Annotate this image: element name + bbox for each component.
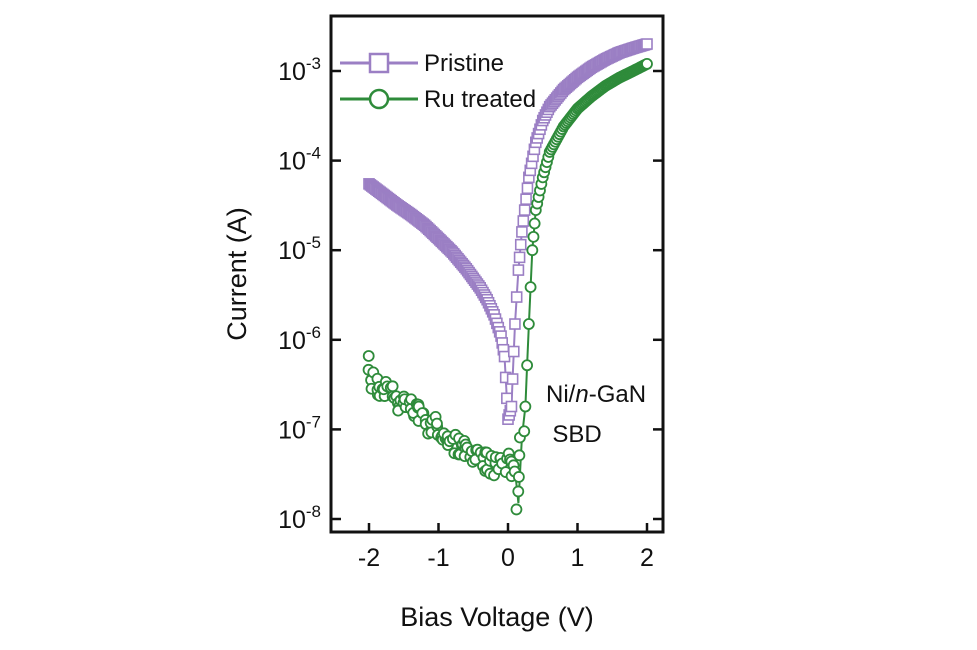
x-tick-label: -1 <box>427 544 449 572</box>
data-point <box>512 471 525 483</box>
y-axis-label: Current (A) <box>222 207 252 341</box>
data-point <box>528 217 541 230</box>
y-tick-label: 10-7 <box>278 412 321 444</box>
data-point <box>524 281 537 294</box>
y-tick-base: 10 <box>278 58 306 86</box>
data-point <box>521 359 534 372</box>
series-pristine <box>363 38 653 425</box>
y-tick-base: 10 <box>278 237 306 265</box>
data-point <box>641 38 653 50</box>
x-tick-label: -2 <box>358 544 380 572</box>
y-tick-label: 10-4 <box>278 144 321 176</box>
legend-entry-pristine: Pristine <box>340 50 504 77</box>
y-tick-exponent: -5 <box>306 233 321 252</box>
y-axis-ticks: 10-810-710-610-510-410-3 <box>278 54 663 534</box>
data-point <box>513 251 526 264</box>
x-tick-label: 2 <box>640 544 654 572</box>
y-tick-exponent: -7 <box>306 412 321 431</box>
legend-marker-square <box>368 52 390 74</box>
y-tick-exponent: -6 <box>306 323 321 342</box>
annotation-prefix: Ni/ <box>546 381 576 408</box>
data-point <box>520 193 532 205</box>
data-point <box>510 503 523 516</box>
data-point <box>386 380 399 393</box>
y-tick-base: 10 <box>278 327 306 355</box>
x-axis-ticks: -2 -1 0 1 2 <box>358 523 654 572</box>
x-axis-label: Bias Voltage (V) <box>400 602 594 632</box>
data-point <box>510 291 523 303</box>
legend: Pristine Ru treated <box>340 50 536 113</box>
data-point <box>362 350 375 362</box>
legend-label-ru-treated: Ru treated <box>424 86 536 113</box>
y-tick-exponent: -3 <box>306 54 321 73</box>
series-layer <box>362 38 653 516</box>
legend-entry-ru-treated: Ru treated <box>340 86 536 113</box>
data-point <box>505 400 518 413</box>
data-point <box>518 204 531 216</box>
data-point <box>519 400 532 413</box>
data-point <box>431 417 443 430</box>
data-point <box>509 318 521 330</box>
data-point <box>517 215 530 227</box>
data-point <box>526 244 539 257</box>
data-point <box>506 373 519 385</box>
y-tick-base: 10 <box>278 148 306 176</box>
data-point <box>522 318 535 330</box>
data-point <box>512 264 525 276</box>
data-point <box>518 425 531 438</box>
data-point <box>641 58 653 70</box>
data-point <box>512 485 525 498</box>
annotation-italic: n <box>575 381 588 408</box>
y-tick-exponent: -4 <box>306 144 321 163</box>
annotation-suffix: -GaN <box>589 381 646 408</box>
legend-label-pristine: Pristine <box>424 50 504 77</box>
y-tick-label: 10-8 <box>278 502 321 534</box>
data-point <box>527 230 540 243</box>
data-point <box>514 238 527 251</box>
data-point <box>513 449 526 462</box>
legend-marker-circle <box>368 88 390 110</box>
y-tick-label: 10-3 <box>278 54 321 86</box>
y-tick-label: 10-6 <box>278 323 321 355</box>
annotation-device: Ni/n-GaN <box>546 381 646 408</box>
annotation-type: SBD <box>552 421 601 448</box>
series-line <box>368 63 648 504</box>
y-tick-base: 10 <box>278 416 306 444</box>
y-tick-exponent: -8 <box>306 502 321 521</box>
series-ru-treated <box>362 58 653 516</box>
x-tick-label: 1 <box>571 544 585 572</box>
data-point <box>521 182 534 195</box>
x-tick-label: 0 <box>501 544 515 572</box>
data-point <box>507 345 520 358</box>
data-point <box>516 226 528 238</box>
y-tick-base: 10 <box>278 506 306 534</box>
plot-frame <box>329 14 665 534</box>
y-tick-label: 10-5 <box>278 233 321 265</box>
